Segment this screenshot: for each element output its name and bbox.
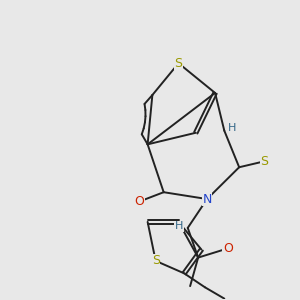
Text: H: H	[227, 123, 236, 133]
Text: O: O	[223, 242, 233, 255]
Text: S: S	[152, 254, 160, 267]
Text: H: H	[175, 221, 183, 231]
Text: S: S	[175, 57, 182, 70]
Text: S: S	[260, 155, 268, 168]
Text: N: N	[202, 193, 212, 206]
Text: O: O	[135, 195, 145, 208]
